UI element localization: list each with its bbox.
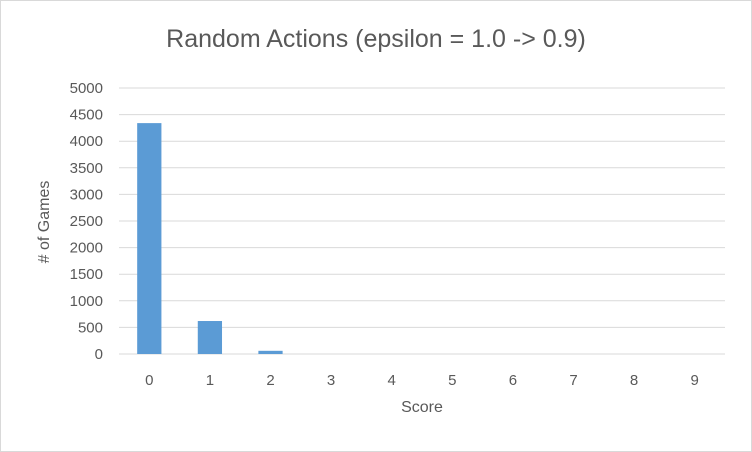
- bar-score-2: [258, 350, 283, 354]
- y-tick-label: 1500: [70, 266, 103, 283]
- y-tick-label: 5000: [70, 80, 103, 97]
- bar-score-0: [137, 123, 162, 354]
- x-tick-label: 8: [630, 372, 638, 389]
- x-tick-label: 1: [206, 372, 214, 389]
- x-axis-label: Score: [401, 399, 443, 416]
- x-tick-label: 9: [691, 372, 699, 389]
- x-tick-label: 6: [509, 372, 517, 389]
- x-tick-label: 0: [145, 372, 153, 389]
- bar-score-1: [197, 321, 223, 354]
- y-tick-label: 0: [95, 346, 103, 363]
- y-tick-label: 500: [78, 319, 103, 336]
- y-tick-label: 3500: [70, 160, 103, 177]
- x-tick-label: 4: [388, 372, 396, 389]
- y-tick-label: 2500: [70, 213, 103, 230]
- x-tick-label: 7: [569, 372, 577, 389]
- y-tick-label: 3000: [70, 186, 103, 203]
- y-tick-label: 4500: [70, 107, 103, 124]
- x-tick-label: 3: [327, 372, 335, 389]
- y-tick-label: 2000: [70, 240, 103, 257]
- y-tick-label: 1000: [70, 293, 103, 310]
- x-tick-label: 5: [448, 372, 456, 389]
- y-tick-label: 4000: [70, 133, 103, 150]
- x-tick-label: 2: [266, 372, 274, 389]
- chart-title: Random Actions (epsilon = 1.0 -> 0.9): [166, 25, 586, 53]
